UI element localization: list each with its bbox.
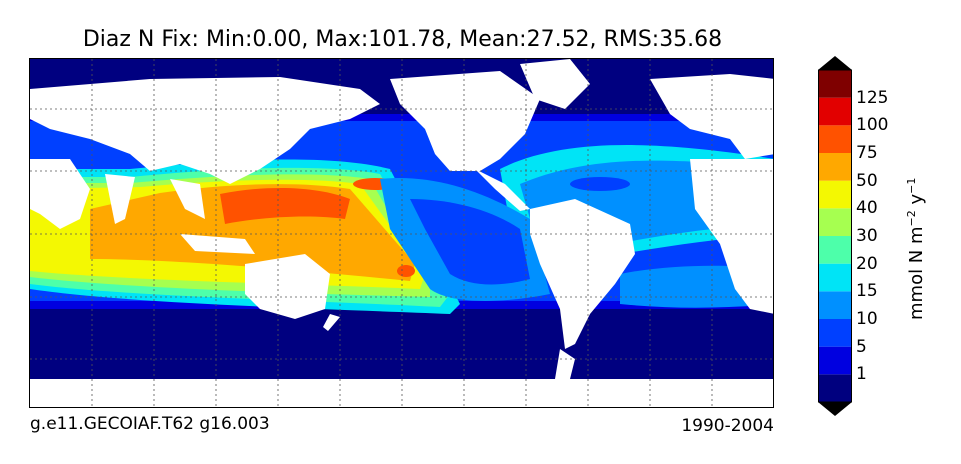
colorbar-swatch [818, 97, 852, 126]
colorbar-tick-label: 30 [856, 226, 878, 246]
colorbar-swatch [818, 291, 852, 319]
colorbar-swatch [818, 70, 852, 98]
colorbar-swatch [818, 153, 852, 181]
colorbar-tick-label: 15 [856, 281, 878, 302]
graticule [30, 59, 773, 407]
plot-title: Diaz N Fix: Min:0.00, Max:101.78, Mean:2… [82, 27, 723, 52]
colorbar-tick-label: 20 [856, 253, 878, 274]
date-range-label: 1990-2004 [681, 416, 774, 436]
map-canvas [30, 59, 773, 407]
colorbar-tick-label: 40 [856, 198, 878, 219]
colorbar-tick-label: 10 [856, 309, 878, 329]
colorbar-tick-label: 5 [856, 336, 867, 357]
colorbar-tick-label: 75 [856, 143, 878, 163]
colorbar-extend-min [818, 402, 852, 416]
colorbar-tick-label: 125 [856, 87, 889, 108]
colorbar-extend-max [818, 56, 852, 70]
colorbar-outline [818, 69, 852, 403]
ocean-field-map [29, 58, 774, 408]
colorbar-swatch [818, 346, 852, 375]
colorbar-swatch [818, 208, 852, 236]
colorbar-swatch [818, 125, 852, 153]
colorbar-tick-label: 50 [856, 170, 878, 191]
colorbar-swatch [818, 374, 852, 402]
colorbar-swatch [818, 236, 852, 264]
units-label: mmol N m−2 y−1 [905, 177, 927, 320]
run-id-label: g.e11.GECOIAF.T62 g16.003 [30, 414, 270, 434]
colorbar-swatch [818, 180, 852, 209]
colorbar-swatch [818, 319, 852, 347]
field-contours [30, 59, 773, 407]
colorbar [818, 56, 852, 416]
colorbar-swatch [818, 263, 852, 292]
colorbar-tick-label: 1 [856, 364, 867, 385]
colorbar-tick-label: 100 [856, 115, 889, 136]
